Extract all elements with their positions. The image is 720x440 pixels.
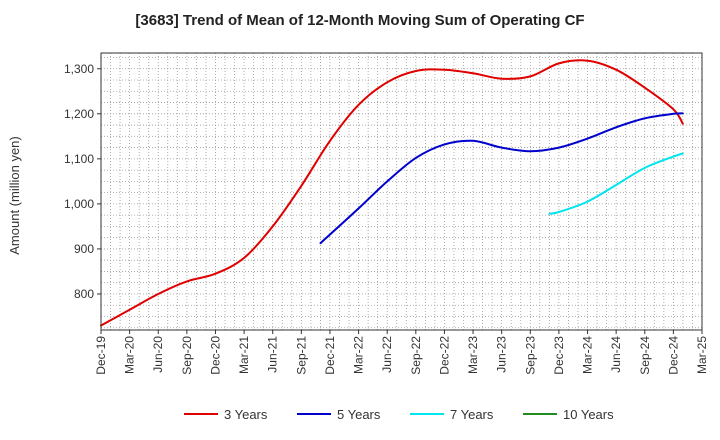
x-tick-label: Sep-24 xyxy=(638,336,652,375)
series-layer xyxy=(100,59,684,327)
x-axis: Dec-19 Mar-20 Jun-20 Sep-20 Dec-20 Mar-21 Jun-… xyxy=(94,330,709,375)
y-tick-label: 800 xyxy=(74,287,94,301)
chart-title: [3683] Trend of Mean of 12-Month Moving … xyxy=(135,12,585,29)
series-line-7-years xyxy=(548,152,684,215)
x-tick-label: Dec-24 xyxy=(666,336,680,375)
y-tick-label: 1,000 xyxy=(64,197,94,211)
x-tick-label: Mar-20 xyxy=(123,336,137,374)
legend-label-3-years: 3 Years xyxy=(224,407,268,422)
legend-label-5-years: 5 Years xyxy=(337,407,381,422)
series-line-5-years xyxy=(319,112,684,245)
x-tick-label: Dec-23 xyxy=(552,336,566,375)
x-tick-label: Dec-19 xyxy=(94,336,108,375)
x-tick-label: Sep-23 xyxy=(523,336,537,375)
x-tick-label: Jun-20 xyxy=(151,336,165,373)
x-tick-label: Mar-23 xyxy=(466,336,480,374)
legend-label-10-years: 10 Years xyxy=(563,407,614,422)
y-tick-label: 1,100 xyxy=(64,152,94,166)
x-tick-label: Mar-25 xyxy=(695,336,709,374)
plot-area xyxy=(101,53,702,330)
x-tick-label: Jun-24 xyxy=(609,336,623,373)
x-tick-label: Jun-22 xyxy=(380,336,394,373)
legend-label-7-years: 7 Years xyxy=(450,407,494,422)
y-axis: 800 900 1,000 1,100 1,200 1,300 xyxy=(64,62,101,301)
x-tick-label: Sep-22 xyxy=(409,336,423,375)
x-tick-label: Mar-22 xyxy=(352,336,366,374)
legend: 3 Years 5 Years 7 Years 10 Years xyxy=(184,407,614,422)
y-tick-label: 1,200 xyxy=(64,107,94,121)
y-tick-label: 1,300 xyxy=(64,62,94,76)
x-tick-label: Sep-20 xyxy=(180,336,194,375)
x-tick-label: Mar-24 xyxy=(581,336,595,374)
x-tick-label: Dec-22 xyxy=(437,336,451,375)
x-tick-label: Dec-21 xyxy=(323,336,337,375)
x-tick-label: Dec-20 xyxy=(208,336,222,375)
y-tick-label: 900 xyxy=(74,242,94,256)
x-tick-label: Jun-23 xyxy=(495,336,509,373)
x-tick-label: Jun-21 xyxy=(266,336,280,373)
plot-frame xyxy=(100,52,703,331)
series-line-3-years xyxy=(100,59,684,327)
x-tick-label: Mar-21 xyxy=(237,336,251,374)
x-tick-label: Sep-21 xyxy=(294,336,308,375)
y-axis-label: Amount (million yen) xyxy=(7,136,22,255)
